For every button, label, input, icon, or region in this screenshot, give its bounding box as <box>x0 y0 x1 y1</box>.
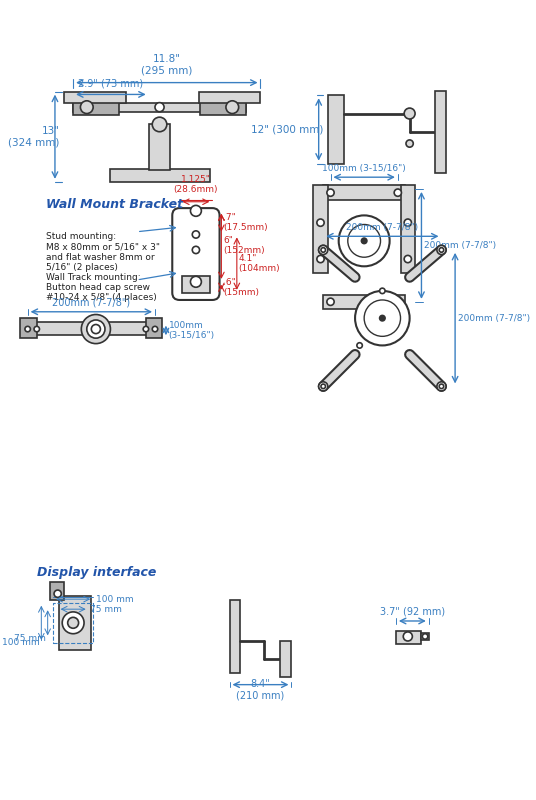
Circle shape <box>404 108 415 119</box>
Circle shape <box>62 612 84 634</box>
Text: 11.8"
(295 mm): 11.8" (295 mm) <box>141 54 192 75</box>
Text: 2.9" (73 mm): 2.9" (73 mm) <box>78 78 144 88</box>
Polygon shape <box>229 600 241 673</box>
Polygon shape <box>73 99 118 115</box>
Circle shape <box>321 384 325 389</box>
Circle shape <box>357 342 362 348</box>
Polygon shape <box>421 633 429 640</box>
Circle shape <box>317 219 324 226</box>
Text: 4.1"
(104mm): 4.1" (104mm) <box>239 254 280 274</box>
Circle shape <box>437 246 446 254</box>
Text: Display interface: Display interface <box>37 566 156 579</box>
Circle shape <box>87 320 105 338</box>
Circle shape <box>361 238 367 243</box>
Circle shape <box>54 590 61 598</box>
Circle shape <box>355 291 410 346</box>
Circle shape <box>25 326 31 332</box>
Polygon shape <box>109 169 210 182</box>
Circle shape <box>439 384 444 389</box>
Text: 13"
(324 mm): 13" (324 mm) <box>8 126 59 147</box>
Circle shape <box>34 326 40 332</box>
Circle shape <box>339 215 390 266</box>
Text: 75 mm: 75 mm <box>14 634 46 642</box>
Polygon shape <box>73 102 246 112</box>
Text: 8.4"
(210 mm): 8.4" (210 mm) <box>236 679 285 701</box>
Text: 200mm (7-7/8"): 200mm (7-7/8") <box>424 241 496 250</box>
Polygon shape <box>323 294 405 309</box>
Polygon shape <box>280 641 292 678</box>
Circle shape <box>68 618 79 628</box>
Text: 6"
(152mm): 6" (152mm) <box>223 236 265 255</box>
Circle shape <box>403 632 412 641</box>
Circle shape <box>192 246 199 254</box>
Text: 12" (300 mm): 12" (300 mm) <box>251 125 323 134</box>
Text: Stud mounting:
M8 x 80mm or 5/16" x 3"
and flat washer 8mm or
5/16" (2 places): Stud mounting: M8 x 80mm or 5/16" x 3" a… <box>46 232 160 272</box>
Circle shape <box>327 189 334 196</box>
Polygon shape <box>50 582 64 600</box>
Text: Wall Mount Bracket: Wall Mount Bracket <box>46 198 183 211</box>
Text: 100 mm: 100 mm <box>2 638 40 647</box>
Text: 1.125"
(28.6mm): 1.125" (28.6mm) <box>174 175 218 194</box>
Text: 100mm
(3-15/16"): 100mm (3-15/16") <box>169 321 215 340</box>
Polygon shape <box>199 92 260 102</box>
Circle shape <box>422 634 428 639</box>
Circle shape <box>439 248 444 252</box>
Polygon shape <box>396 631 421 644</box>
Circle shape <box>394 189 401 196</box>
Polygon shape <box>323 186 405 200</box>
Circle shape <box>190 276 202 287</box>
Circle shape <box>319 246 328 254</box>
FancyBboxPatch shape <box>172 208 220 300</box>
Polygon shape <box>28 322 155 334</box>
Circle shape <box>379 288 385 294</box>
Circle shape <box>437 382 446 391</box>
Circle shape <box>319 382 328 391</box>
Circle shape <box>406 140 413 147</box>
Circle shape <box>348 225 381 258</box>
Circle shape <box>152 326 158 332</box>
Circle shape <box>91 325 100 334</box>
Circle shape <box>379 315 385 321</box>
Text: 3.7" (92 mm): 3.7" (92 mm) <box>380 606 445 617</box>
Polygon shape <box>313 186 328 273</box>
Circle shape <box>394 298 401 306</box>
Circle shape <box>143 326 148 332</box>
Text: .7"
(17.5mm): .7" (17.5mm) <box>223 213 268 232</box>
Polygon shape <box>328 95 344 163</box>
Polygon shape <box>148 125 170 170</box>
Text: 100mm (3-15/16"): 100mm (3-15/16") <box>322 164 406 173</box>
Polygon shape <box>182 276 210 293</box>
Polygon shape <box>20 318 37 338</box>
Polygon shape <box>64 92 126 102</box>
Text: 75 mm: 75 mm <box>91 605 122 614</box>
Text: Wall Track mounting:
Button head cap screw
#10-24 x 5/8" (4 places): Wall Track mounting: Button head cap scr… <box>46 273 157 302</box>
Circle shape <box>321 248 325 252</box>
Circle shape <box>364 300 400 336</box>
Circle shape <box>81 314 110 344</box>
Circle shape <box>226 101 239 114</box>
Polygon shape <box>200 99 246 115</box>
Polygon shape <box>400 186 415 273</box>
Circle shape <box>80 101 93 114</box>
Text: 200mm (7-7/8"): 200mm (7-7/8") <box>53 298 130 307</box>
Text: .6"
(15mm): .6" (15mm) <box>223 278 259 297</box>
Circle shape <box>190 206 202 216</box>
Text: 200mm (7-7/8"): 200mm (7-7/8") <box>346 222 419 232</box>
Circle shape <box>152 117 167 132</box>
Polygon shape <box>59 595 91 650</box>
Text: 200mm (7-7/8"): 200mm (7-7/8") <box>458 314 530 322</box>
Polygon shape <box>435 90 446 173</box>
Circle shape <box>404 255 412 262</box>
Circle shape <box>327 298 334 306</box>
Circle shape <box>404 219 412 226</box>
Text: 100 mm: 100 mm <box>96 594 133 604</box>
Circle shape <box>317 255 324 262</box>
Circle shape <box>192 231 199 238</box>
Polygon shape <box>146 318 162 338</box>
Circle shape <box>155 102 164 112</box>
